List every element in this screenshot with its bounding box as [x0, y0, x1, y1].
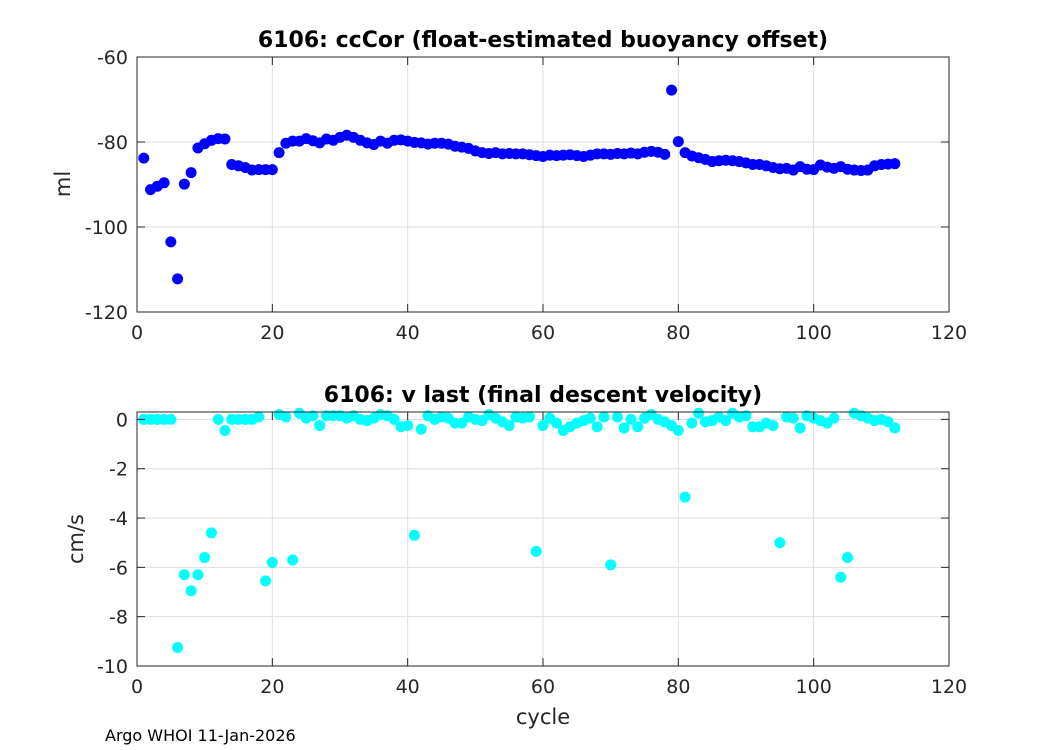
data-point-vlast [889, 422, 901, 434]
data-point-ccCor [185, 167, 197, 179]
y-tick-label: 0 [116, 409, 128, 431]
data-point-ccCor [178, 178, 190, 190]
data-point-ccCor [172, 273, 184, 285]
y-tick-label: -10 [97, 656, 128, 678]
data-point-ccCor [165, 236, 177, 248]
data-point-vlast [185, 585, 197, 597]
y-tick-label: -100 [85, 217, 128, 239]
data-point-vlast [523, 411, 535, 423]
data-point-vlast [388, 413, 400, 425]
x-tick-label: 60 [531, 676, 555, 698]
data-point-vlast [591, 421, 603, 433]
data-point-vlast [551, 417, 563, 429]
x-tick-label: 80 [666, 322, 690, 344]
y-tick-label: -6 [109, 557, 128, 579]
x-tick-label: 60 [531, 322, 555, 344]
data-point-vlast [794, 422, 806, 434]
data-point-vlast [767, 420, 779, 432]
data-point-vlast [503, 420, 515, 432]
x-tick-label: 100 [796, 322, 832, 344]
grid-ccCor [137, 57, 949, 312]
data-point-vlast [787, 412, 799, 424]
x-tick-label: 120 [931, 322, 967, 344]
chart-title-ccCor: 6106: ccCor (float-estimated buoyancy of… [258, 28, 828, 53]
data-point-vlast [774, 537, 786, 549]
data-point-vlast [679, 491, 691, 503]
data-point-vlast [618, 422, 630, 434]
chart-title-vlast: 6106: v last (final descent velocity) [324, 383, 762, 408]
data-point-vlast [280, 411, 292, 423]
data-point-vlast [720, 415, 732, 427]
data-point-ccCor [158, 177, 170, 189]
y-tick-label: -2 [109, 459, 128, 481]
data-point-vlast [219, 424, 231, 436]
y-axis-label-ccCor: ml [51, 171, 75, 197]
data-point-vlast [605, 559, 617, 571]
y-tick-label: -8 [109, 607, 128, 629]
x-tick-label: 120 [931, 676, 967, 698]
data-point-vlast [199, 551, 211, 563]
data-point-vlast [415, 423, 427, 435]
data-point-vlast [537, 420, 549, 432]
axes-ccCor: 0 20 40 60 80 100 120 -120 -100 -80 -60 6106: ccCo… [51, 28, 967, 344]
x-tick-label: 40 [396, 322, 420, 344]
data-point-vlast [625, 413, 637, 425]
y-axis-label-vlast: cm/s [64, 514, 88, 564]
markers-ccCor [138, 84, 901, 285]
data-point-ccCor [666, 84, 678, 96]
x-tick-label: 0 [131, 322, 143, 344]
data-point-vlast [408, 529, 420, 541]
data-point-vlast [178, 569, 190, 581]
data-point-ccCor [672, 136, 684, 148]
data-point-vlast [253, 411, 265, 423]
footer-text: Argo WHOI 11-Jan-2026 [105, 726, 296, 745]
x-tick-label: 40 [396, 676, 420, 698]
markers-vlast [138, 407, 901, 654]
data-point-vlast [632, 421, 644, 433]
data-point-vlast [530, 545, 542, 557]
data-point-ccCor [273, 147, 285, 159]
ticks-ccCor: 0 20 40 60 80 100 120 -120 -100 -80 -60 [85, 47, 967, 344]
data-point-vlast [402, 420, 414, 432]
ticks-vlast: 0 20 40 60 80 100 120 -10 -8 -6 -4 -2 0 [97, 409, 967, 698]
data-point-ccCor [219, 133, 231, 145]
data-point-vlast [740, 410, 752, 422]
data-point-vlast [172, 642, 184, 654]
data-point-vlast [260, 575, 272, 587]
data-point-vlast [192, 569, 204, 581]
data-point-vlast [266, 556, 278, 568]
y-tick-label: -60 [97, 47, 128, 69]
data-point-vlast [686, 417, 698, 429]
data-point-vlast [165, 413, 177, 425]
x-tick-label: 80 [666, 676, 690, 698]
x-axis-label-vlast: cycle [516, 705, 570, 729]
data-point-ccCor [659, 148, 671, 160]
data-point-vlast [307, 410, 319, 422]
data-point-ccCor [889, 158, 901, 170]
axes-vlast: 0 20 40 60 80 100 120 -10 -8 -6 -4 -2 0 6106: v last… [64, 383, 967, 729]
y-tick-label: -120 [85, 302, 128, 324]
data-point-vlast [598, 411, 610, 423]
data-point-ccCor [138, 152, 150, 164]
data-point-ccCor [266, 164, 278, 176]
x-tick-label: 100 [796, 676, 832, 698]
data-point-vlast [693, 407, 705, 419]
data-point-vlast [835, 571, 847, 583]
data-point-vlast [611, 411, 623, 423]
y-tick-label: -80 [97, 132, 128, 154]
x-tick-label: 20 [260, 676, 284, 698]
x-tick-label: 20 [260, 322, 284, 344]
data-point-vlast [212, 413, 224, 425]
data-point-vlast [842, 551, 853, 563]
data-point-vlast [672, 424, 684, 436]
data-point-vlast [205, 527, 217, 539]
y-tick-label: -4 [109, 508, 128, 530]
data-point-vlast [584, 412, 596, 424]
data-point-vlast [828, 412, 840, 424]
data-point-vlast [287, 554, 299, 566]
data-point-vlast [314, 420, 326, 432]
x-tick-label: 0 [131, 676, 143, 698]
